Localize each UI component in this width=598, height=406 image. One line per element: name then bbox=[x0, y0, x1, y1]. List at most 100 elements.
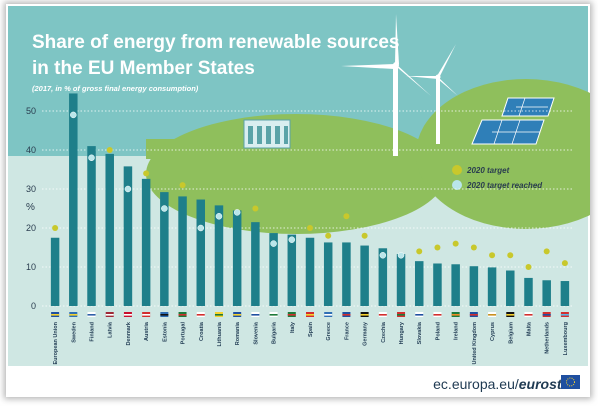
flag-stripe bbox=[451, 314, 460, 316]
country-label: Estonia bbox=[162, 321, 168, 342]
flag-stripe bbox=[178, 314, 187, 316]
renewable-energy-chart: Share of energy from renewable sources i… bbox=[8, 6, 590, 392]
country-flags bbox=[51, 312, 569, 317]
bar-lithuania bbox=[214, 205, 224, 306]
y-tick-label: 50 bbox=[26, 106, 36, 116]
country-label: United Kingdom bbox=[472, 322, 478, 365]
flag-stripe bbox=[69, 314, 78, 316]
flag-stripe bbox=[87, 314, 96, 316]
footer-source-url: ec.europa.eu/ bbox=[433, 376, 519, 392]
y-axis-ticks: 0 10 20 30 40 50 bbox=[26, 106, 36, 311]
flag-stripe bbox=[415, 314, 424, 316]
country-label: Spain bbox=[308, 321, 314, 337]
flag-stripe bbox=[123, 314, 132, 316]
bar-slovakia bbox=[414, 261, 424, 306]
target-marker bbox=[307, 225, 313, 231]
bar-latvia bbox=[105, 153, 114, 306]
country-label: France bbox=[344, 322, 350, 340]
country-label: Hungary bbox=[399, 321, 405, 344]
bar-czechia bbox=[378, 248, 388, 306]
bar-croatia bbox=[196, 199, 206, 306]
target-marker bbox=[452, 240, 459, 247]
target-marker bbox=[52, 225, 59, 231]
country-label: Slovakia bbox=[417, 321, 423, 344]
country-label: Luxembourg bbox=[563, 322, 569, 355]
flag-stripe bbox=[324, 314, 333, 316]
flag-stripe bbox=[542, 314, 551, 316]
bar-italy bbox=[287, 234, 297, 306]
target-reached-marker bbox=[270, 240, 277, 247]
target-marker bbox=[416, 248, 423, 255]
target-marker bbox=[361, 232, 368, 239]
y-tick-label: 20 bbox=[26, 223, 36, 233]
flag-stripe bbox=[397, 314, 406, 316]
wind-turbine-icon bbox=[341, 14, 431, 156]
target-reached-marker bbox=[124, 185, 132, 193]
target-marker bbox=[106, 147, 113, 153]
legend-reached-label: 2020 target reached bbox=[466, 181, 543, 190]
bar-ireland bbox=[451, 264, 460, 306]
country-label: Latvia bbox=[108, 321, 114, 338]
chart-subtitle: (2017, in % of gross final energy consum… bbox=[32, 84, 199, 93]
infographic-frame: Share of energy from renewable sources i… bbox=[6, 4, 590, 397]
target-reached-marker bbox=[161, 205, 168, 212]
bar-bulgaria bbox=[269, 233, 278, 306]
bar-netherlands bbox=[542, 280, 551, 306]
target-reached-marker bbox=[288, 236, 296, 243]
hill-left bbox=[146, 114, 446, 234]
bar-germany bbox=[360, 245, 369, 306]
target-marker bbox=[525, 264, 532, 270]
y-tick-label: 0 bbox=[31, 301, 36, 311]
y-tick-label: 30 bbox=[26, 184, 36, 194]
country-label: Sweden bbox=[71, 321, 77, 342]
bar-austria bbox=[141, 178, 151, 306]
target-reached-marker bbox=[379, 252, 387, 259]
country-label: Belgium bbox=[508, 322, 514, 344]
flag-stripe bbox=[105, 314, 114, 316]
bar-european-union bbox=[50, 237, 60, 306]
flag-stripe bbox=[342, 314, 351, 316]
target-marker bbox=[507, 252, 514, 259]
legend: 2020 target 2020 target reached bbox=[452, 165, 543, 190]
target-reached-marker bbox=[70, 111, 77, 119]
flag-stripe bbox=[360, 314, 369, 316]
country-label: Lithuania bbox=[217, 321, 223, 346]
country-label: European Union bbox=[53, 321, 59, 364]
flag-stripe bbox=[142, 314, 151, 316]
country-label: Romania bbox=[235, 321, 241, 345]
country-label: Greece bbox=[326, 322, 332, 341]
eu-flag-icon bbox=[561, 375, 580, 389]
bar-estonia bbox=[160, 192, 169, 306]
solar-panel-icon bbox=[471, 97, 555, 145]
y-tick-label: 10 bbox=[26, 262, 36, 272]
y-tick-label: 40 bbox=[26, 145, 36, 155]
chart-title-line1: Share of energy from renewable sources bbox=[32, 32, 399, 53]
flag-stripe bbox=[287, 314, 296, 316]
country-label: Bulgaria bbox=[272, 321, 278, 344]
bar-belgium bbox=[506, 270, 515, 306]
flag-stripe bbox=[469, 314, 478, 316]
target-marker bbox=[561, 260, 568, 267]
flag-stripe bbox=[506, 314, 515, 316]
target-markers bbox=[52, 111, 568, 270]
flag-stripe bbox=[524, 314, 533, 316]
country-label: Czechia bbox=[381, 321, 387, 343]
target-reached-marker bbox=[233, 209, 241, 216]
bar-malta bbox=[524, 277, 533, 306]
country-label: Portugal bbox=[181, 322, 187, 345]
country-label: Croatia bbox=[199, 321, 205, 341]
dam-icon bbox=[243, 119, 291, 149]
flag-stripe bbox=[214, 314, 223, 316]
flag-stripe bbox=[160, 314, 169, 316]
footer: ec.europa.eu/eurostat bbox=[433, 375, 580, 392]
country-label: Finland bbox=[90, 322, 96, 342]
country-labels: European Union Sweden Finland Latvia Denmark… bbox=[53, 321, 569, 364]
wind-turbine-small-icon bbox=[406, 44, 458, 144]
target-marker bbox=[143, 170, 150, 177]
country-label: Austria bbox=[144, 321, 150, 341]
y-axis-unit: % bbox=[26, 202, 35, 213]
target-marker bbox=[543, 248, 550, 255]
country-label: Netherlands bbox=[545, 322, 551, 354]
bar-sweden bbox=[69, 93, 78, 306]
legend-reached-marker bbox=[452, 180, 462, 190]
